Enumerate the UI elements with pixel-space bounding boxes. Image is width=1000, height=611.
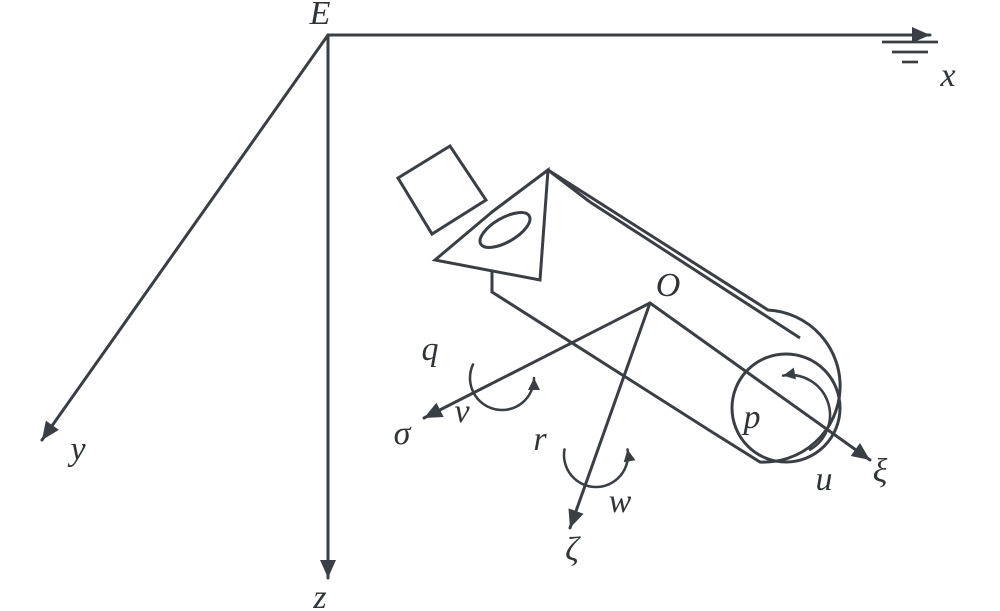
body-q-label: q [422,331,439,368]
body-r-label: r [533,421,547,458]
body-xi-label: ξ [873,453,888,490]
diagram-canvas: Ex y z Oξ u p σ vq ζw r [0,0,1000,611]
earth-axis-x [328,27,930,43]
body-u-label: u [816,461,833,498]
earth-origin-label: E [309,0,331,32]
earth-x-label: x [939,57,955,94]
body-q-arc [470,364,540,410]
earth-axis-z [320,35,336,578]
earth-axis-y [42,35,328,440]
body-w-label: w [609,483,632,520]
body-origin-label: O [656,267,681,304]
body-sigma-label: σ [394,415,412,452]
body-p-label: p [742,399,761,436]
earth-y-label: y [67,431,86,468]
body-zeta-label: ζ [565,531,581,568]
water-surface-icon [882,42,938,62]
body-v-label: v [454,393,470,430]
earth-z-label: z [312,579,326,611]
body-r-arc [564,449,636,487]
